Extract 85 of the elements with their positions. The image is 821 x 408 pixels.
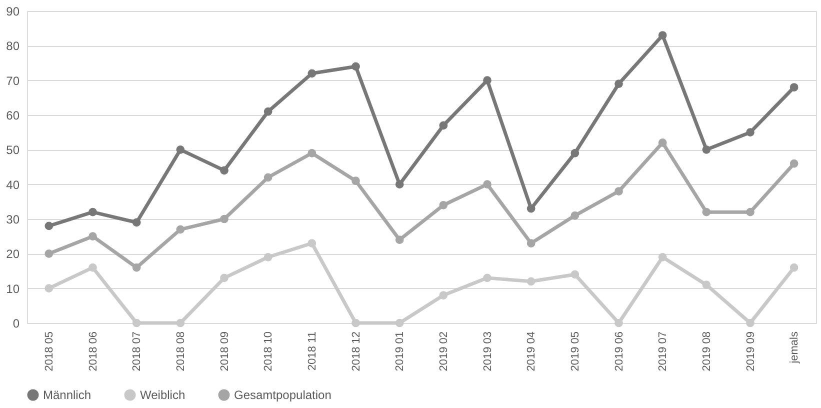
- y-tick-label: 40: [6, 178, 20, 192]
- point: [658, 31, 667, 40]
- point: [439, 121, 448, 130]
- point: [702, 280, 711, 290]
- y-tick-label: 20: [6, 247, 20, 262]
- point: [570, 211, 580, 220]
- x-tick-label: 2018 12: [350, 332, 362, 372]
- x-tick-label: 2018 09: [218, 332, 231, 372]
- x-tick-label: jemals: [788, 331, 801, 364]
- point: [746, 318, 754, 328]
- point: [746, 208, 754, 216]
- point: [88, 263, 97, 272]
- point: [352, 318, 360, 328]
- point: [88, 208, 97, 216]
- x-tick-label: 2018 05: [43, 332, 56, 372]
- x-tick-label: 2019 05: [569, 332, 582, 372]
- x-tick-label: 2019 09: [744, 332, 757, 372]
- point: [658, 138, 667, 147]
- point: [395, 318, 404, 328]
- point: [614, 318, 623, 328]
- point: [483, 76, 492, 85]
- point: [790, 83, 798, 92]
- x-tick-label: 2019 03: [482, 332, 494, 372]
- point: [132, 263, 141, 272]
- point: [395, 180, 404, 189]
- point: [614, 80, 623, 88]
- point: [702, 208, 711, 216]
- point: [44, 249, 54, 258]
- point: [44, 284, 54, 293]
- x-tick-label: 2019 04: [526, 332, 538, 372]
- point: [264, 252, 272, 262]
- point: [439, 291, 448, 300]
- point: [526, 239, 536, 248]
- point: [264, 107, 272, 116]
- point: [570, 270, 580, 279]
- y-tick-label: 60: [6, 108, 20, 122]
- point: [570, 148, 580, 158]
- legend-label: Männlich: [43, 388, 92, 402]
- point: [176, 145, 185, 154]
- point: [308, 239, 316, 248]
- x-tick-label: 2019 01: [394, 332, 406, 372]
- x-tick-label: 2019 07: [657, 332, 670, 372]
- x-tick-label: 2018 08: [174, 332, 187, 372]
- x-tick-label: 2018 06: [87, 332, 100, 372]
- point: [526, 204, 536, 213]
- point: [746, 128, 754, 137]
- point: [395, 236, 404, 244]
- x-tick-label: 2019 02: [438, 332, 450, 372]
- point: [176, 318, 185, 328]
- point: [88, 232, 97, 241]
- y-tick-label: 50: [6, 143, 20, 158]
- point: [483, 274, 492, 282]
- point: [702, 145, 711, 154]
- point: [220, 214, 228, 224]
- y-tick-label: 70: [6, 74, 20, 88]
- point: [614, 187, 623, 196]
- point: [352, 176, 360, 186]
- x-tick-label: 2018 10: [262, 332, 275, 372]
- y-tick-label: 10: [6, 282, 20, 296]
- legend-label: Weiblich: [140, 388, 186, 402]
- y-tick-label: 30: [6, 212, 20, 226]
- point: [483, 180, 492, 189]
- point: [658, 252, 667, 262]
- point: [790, 159, 798, 168]
- point: [132, 218, 141, 227]
- x-tick-label: 2018 07: [131, 332, 144, 372]
- point: [44, 222, 54, 230]
- point: [526, 277, 536, 286]
- point: [132, 318, 141, 328]
- point: [176, 225, 185, 234]
- point: [439, 200, 448, 210]
- point: [352, 62, 360, 71]
- x-tick-label: 2019 08: [700, 332, 713, 372]
- point: [264, 173, 272, 182]
- point: [308, 69, 316, 78]
- y-tick-label: 0: [12, 316, 20, 330]
- x-tick-label: 2018 11: [306, 332, 318, 370]
- y-tick-label: 90: [6, 4, 20, 18]
- x-tick-label: 2019 06: [613, 332, 626, 372]
- point: [220, 166, 228, 175]
- point: [220, 274, 228, 282]
- point: [308, 148, 316, 158]
- y-tick-label: 80: [6, 39, 20, 54]
- legend-label: Gesamtpopulation: [234, 388, 332, 402]
- point: [790, 263, 798, 272]
